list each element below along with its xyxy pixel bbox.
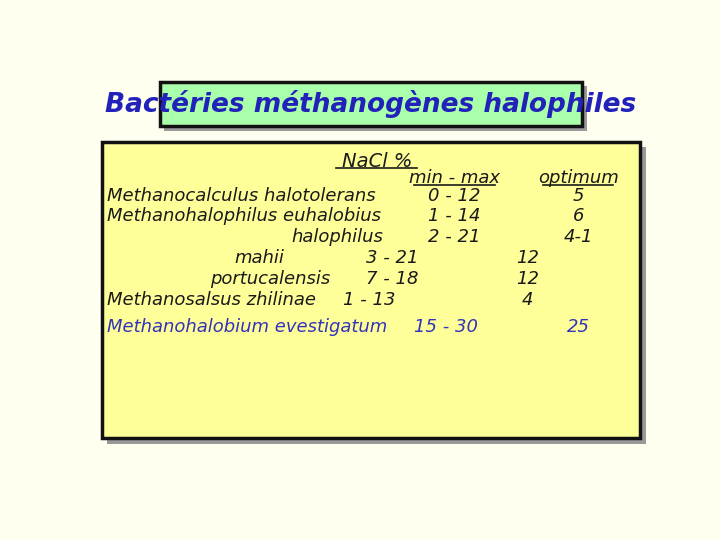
- Text: 12: 12: [516, 249, 539, 267]
- Text: optimum: optimum: [538, 169, 618, 187]
- Text: 3 - 21: 3 - 21: [366, 249, 418, 267]
- Text: 6: 6: [572, 207, 584, 226]
- Text: portucalensis: portucalensis: [210, 270, 330, 288]
- Text: 15 - 30: 15 - 30: [415, 318, 479, 335]
- Text: 2 - 21: 2 - 21: [428, 228, 480, 246]
- Text: 25: 25: [567, 318, 590, 335]
- Polygon shape: [160, 82, 582, 126]
- Text: Methanohalobium evestigatum: Methanohalobium evestigatum: [107, 318, 387, 335]
- Text: Methanosalsus zhilinae: Methanosalsus zhilinae: [107, 291, 316, 309]
- Text: Methanocalculus halotolerans: Methanocalculus halotolerans: [107, 187, 376, 205]
- Text: 5: 5: [572, 187, 584, 205]
- Text: 4: 4: [522, 291, 534, 309]
- Text: Methanohalophilus euhalobius: Methanohalophilus euhalobius: [107, 207, 381, 226]
- Polygon shape: [164, 86, 587, 131]
- Text: NaCl %: NaCl %: [341, 152, 412, 171]
- Text: 1 - 14: 1 - 14: [428, 207, 480, 226]
- Text: 1 - 13: 1 - 13: [343, 291, 395, 309]
- Text: min - max: min - max: [409, 169, 500, 187]
- Polygon shape: [102, 142, 640, 438]
- Text: halophilus: halophilus: [291, 228, 383, 246]
- Text: 12: 12: [516, 270, 539, 288]
- Text: mahii: mahii: [234, 249, 284, 267]
- Text: 7 - 18: 7 - 18: [366, 270, 418, 288]
- Text: Bactéries méthanogènes halophiles: Bactéries méthanogènes halophiles: [105, 90, 636, 118]
- Polygon shape: [107, 147, 646, 444]
- Text: 4-1: 4-1: [564, 228, 593, 246]
- Text: 0 - 12: 0 - 12: [428, 187, 480, 205]
